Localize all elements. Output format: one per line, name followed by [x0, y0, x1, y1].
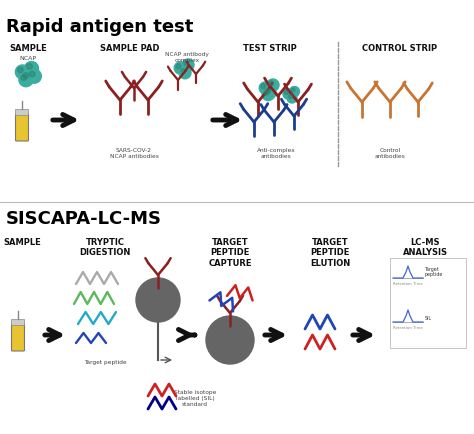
Circle shape: [23, 73, 29, 78]
Circle shape: [21, 75, 27, 80]
Circle shape: [269, 81, 273, 85]
Circle shape: [266, 89, 271, 93]
Text: Stable isotope
labelled (SIL)
standard: Stable isotope labelled (SIL) standard: [174, 390, 216, 407]
Circle shape: [27, 64, 32, 69]
Circle shape: [181, 69, 186, 73]
Circle shape: [261, 84, 266, 89]
Text: SARS-COV-2
NCAP antibodies: SARS-COV-2 NCAP antibodies: [109, 148, 158, 159]
Circle shape: [289, 95, 292, 99]
Circle shape: [29, 71, 35, 77]
Circle shape: [287, 93, 297, 103]
Bar: [11, 319, 25, 325]
Text: TEST STRIP: TEST STRIP: [243, 44, 297, 53]
Text: NCAP: NCAP: [19, 56, 36, 61]
Circle shape: [136, 278, 180, 322]
Circle shape: [176, 64, 181, 69]
Circle shape: [184, 61, 189, 66]
FancyBboxPatch shape: [390, 258, 466, 348]
FancyBboxPatch shape: [11, 324, 25, 351]
Circle shape: [259, 82, 271, 94]
Bar: [16, 109, 28, 115]
Circle shape: [291, 88, 295, 92]
FancyBboxPatch shape: [16, 114, 28, 141]
Circle shape: [15, 65, 29, 79]
Text: Rapid antigen test: Rapid antigen test: [6, 18, 193, 36]
Circle shape: [179, 67, 191, 79]
Text: SAMPLE: SAMPLE: [9, 44, 47, 53]
Circle shape: [18, 67, 23, 73]
Circle shape: [182, 59, 194, 71]
Text: CONTROL STRIP: CONTROL STRIP: [363, 44, 438, 53]
Text: NCAP antibody
complex: NCAP antibody complex: [165, 52, 209, 63]
Text: SAMPLE PAD: SAMPLE PAD: [100, 44, 160, 53]
Circle shape: [27, 69, 41, 83]
Text: Target
peptide: Target peptide: [425, 266, 443, 277]
Text: Anti-complex
antibodies: Anti-complex antibodies: [256, 148, 295, 159]
Text: SIL: SIL: [425, 316, 432, 320]
Circle shape: [283, 89, 293, 99]
Text: Retention Time: Retention Time: [393, 282, 423, 286]
Circle shape: [21, 71, 35, 85]
Text: SISCAPA-LC-MS: SISCAPA-LC-MS: [6, 210, 162, 228]
Text: Control
antibodies: Control antibodies: [374, 148, 405, 159]
Circle shape: [284, 91, 289, 95]
Text: Retention Time: Retention Time: [393, 326, 423, 330]
Text: Target peptide: Target peptide: [84, 360, 126, 365]
Circle shape: [25, 62, 38, 76]
Circle shape: [19, 73, 33, 87]
Text: TRYPTIC
DIGESTION: TRYPTIC DIGESTION: [79, 238, 131, 257]
Text: TARGET
PEPTIDE
ELUTION: TARGET PEPTIDE ELUTION: [310, 238, 350, 268]
Circle shape: [267, 79, 279, 91]
Circle shape: [264, 90, 269, 95]
Text: SAMPLE: SAMPLE: [3, 238, 41, 247]
Text: LC-MS
ANALYSIS: LC-MS ANALYSIS: [402, 238, 447, 257]
Text: TARGET
PEPTIDE
CAPTURE: TARGET PEPTIDE CAPTURE: [208, 238, 252, 268]
Circle shape: [174, 62, 186, 74]
Circle shape: [262, 89, 274, 101]
Circle shape: [290, 86, 300, 96]
Circle shape: [206, 316, 254, 364]
Circle shape: [264, 87, 276, 99]
